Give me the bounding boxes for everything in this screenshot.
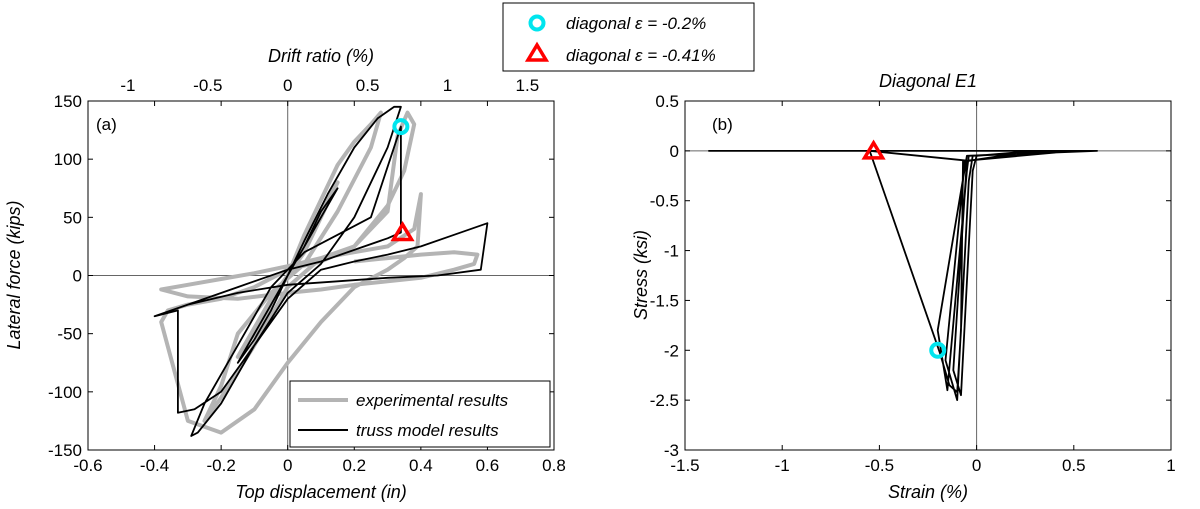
chart-a-top-tick-label: -1 — [120, 76, 135, 95]
chart-a-x-tick-label: -0.2 — [206, 456, 235, 475]
chart-a-top-tick-label: -0.5 — [193, 76, 222, 95]
chart-a-top-tick-label: 0 — [283, 76, 292, 95]
legend-circle-marker — [528, 14, 546, 32]
chart-a-y-axis-label: Lateral force (kips) — [4, 200, 24, 349]
chart-a-y-tick-label: -50 — [57, 325, 82, 344]
chart-a-top-tick-label: 0.5 — [356, 76, 380, 95]
chart-a-legend: experimental results truss model results — [289, 380, 551, 448]
chart-b-y-axis-label: Stress (ksi) — [631, 230, 651, 320]
chart-a-legend-label-truss: truss model results — [356, 421, 499, 440]
chart-b-axes: -1.5 -1 -0.5 0 0.5 1 0.5 0 -0.5 -1 -1.5 -2 -2.5 -3 — [650, 92, 1176, 475]
chart-b-x-tick-label: -1.5 — [670, 456, 699, 475]
chart-a-x-tick-label: 0.2 — [342, 456, 366, 475]
chart-a-top-tick-label: 1.5 — [516, 76, 540, 95]
chart-b: -1.5 -1 -0.5 0 0.5 1 0.5 0 -0.5 -1 -1.5 -2 -2.5 -3 (b… — [631, 71, 1176, 502]
chart-a-top-tick-label: 1 — [443, 76, 452, 95]
chart-a-x-tick-label: -0.6 — [73, 456, 102, 475]
chart-b-panel-label: (b) — [712, 115, 733, 134]
chart-a-0-marker-circle — [392, 118, 410, 136]
legend-entry-2: diagonal ε = -0.41% — [566, 46, 716, 65]
legend-triangle-marker — [524, 41, 550, 62]
chart-b-1-marker-triangle — [861, 139, 886, 160]
chart-a-y-tick-label: 0 — [73, 267, 82, 286]
chart-a-series-truss — [153, 105, 489, 437]
chart-a-y-tick-label: 50 — [63, 208, 82, 227]
chart-b-x-tick-label: -1 — [775, 456, 790, 475]
chart-b-y-tick-label: 0 — [670, 142, 679, 161]
chart-a-x-tick-label: 0.6 — [476, 456, 500, 475]
chart-b-series-diagonal-e1 — [708, 150, 1098, 401]
chart-a: -0.6 -0.4 -0.2 0 0.2 0.4 0.6 0.8150100500-50-10… — [4, 46, 566, 502]
chart-a-x-tick-label: 0.4 — [409, 456, 433, 475]
chart-b-x-tick-label: -0.5 — [865, 456, 894, 475]
chart-b-y-tick-label: -3 — [664, 441, 679, 460]
chart-b-y-tick-label: 0.5 — [655, 92, 679, 111]
chart-a-data — [88, 101, 554, 450]
chart-a-y-tick-label: 100 — [54, 150, 82, 169]
chart-a-top-axis-label: Drift ratio (%) — [268, 46, 374, 66]
chart-b-data — [685, 101, 1171, 450]
chart-b-y-tick-label: -0.5 — [650, 192, 679, 211]
chart-a-1-marker-triangle — [390, 221, 415, 242]
chart-a-panel-label: (a) — [96, 115, 117, 134]
chart-a-y-tick-label: -150 — [48, 441, 82, 460]
chart-b-y-tick-label: -2.5 — [650, 391, 679, 410]
chart-a-x-tick-label: -0.4 — [140, 456, 169, 475]
chart-a-x-tick-label: 0.8 — [542, 456, 566, 475]
chart-b-y-tick-label: -2 — [664, 341, 679, 360]
figure-legend: diagonal ε = -0.2% diagonal ε = -0.41% — [502, 2, 755, 72]
chart-a-legend-label-experimental: experimental results — [356, 391, 509, 410]
chart-a-y-tick-label: -100 — [48, 383, 82, 402]
legend-entry-1: diagonal ε = -0.2% — [566, 14, 706, 33]
chart-a-x-axis-label: Top displacement (in) — [235, 482, 406, 502]
chart-a-y-tick-label: 150 — [54, 92, 82, 111]
chart-b-x-tick-label: 0.5 — [1062, 456, 1086, 475]
chart-b-title: Diagonal E1 — [879, 71, 977, 91]
chart-b-y-tick-label: -1 — [664, 242, 679, 261]
chart-a-x-tick-label: 0 — [283, 456, 292, 475]
chart-b-y-tick-label: -1.5 — [650, 291, 679, 310]
chart-b-x-tick-label: 1 — [1166, 456, 1175, 475]
chart-b-0-marker-circle — [929, 341, 947, 359]
chart-b-frame — [684, 100, 1172, 451]
chart-b-x-axis-label: Strain (%) — [888, 482, 968, 502]
chart-a-legend-box — [289, 380, 551, 448]
chart-b-x-tick-label: 0 — [972, 456, 981, 475]
chart-a-axes: -0.6 -0.4 -0.2 0 0.2 0.4 0.6 0.8150100500-50-10… — [48, 76, 566, 475]
